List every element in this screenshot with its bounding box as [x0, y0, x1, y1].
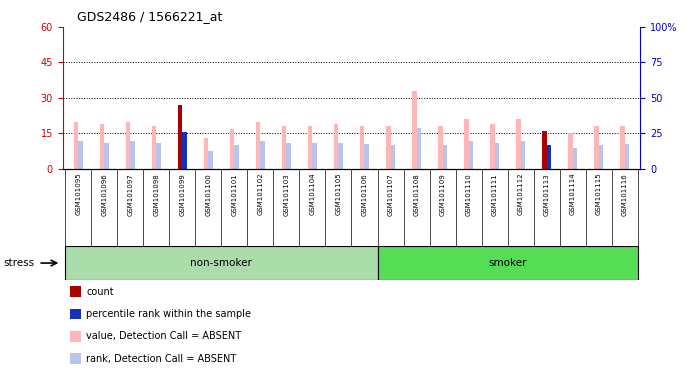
Bar: [542, 131, 546, 169]
Bar: [594, 126, 599, 169]
Bar: [100, 124, 104, 169]
Bar: [468, 141, 473, 169]
Bar: [157, 143, 161, 169]
Bar: [230, 129, 235, 169]
Text: GSM101101: GSM101101: [231, 173, 237, 215]
Text: GSM101099: GSM101099: [180, 173, 185, 215]
Text: GSM101105: GSM101105: [335, 173, 342, 215]
Bar: [260, 141, 265, 169]
Text: GSM101107: GSM101107: [388, 173, 393, 215]
Bar: [573, 148, 578, 169]
Bar: [338, 143, 343, 169]
Bar: [438, 126, 443, 169]
Text: GSM101106: GSM101106: [361, 173, 367, 215]
Bar: [308, 126, 313, 169]
Bar: [152, 126, 157, 169]
Bar: [182, 132, 187, 169]
Text: GSM101112: GSM101112: [518, 173, 523, 215]
Bar: [490, 124, 495, 169]
Bar: [377, 246, 638, 280]
Text: smoker: smoker: [489, 258, 527, 268]
Bar: [568, 134, 573, 169]
Bar: [255, 122, 260, 169]
Bar: [182, 132, 187, 169]
Text: stress: stress: [3, 258, 35, 268]
Text: GSM101095: GSM101095: [75, 173, 81, 215]
Bar: [625, 144, 629, 169]
Bar: [177, 105, 182, 169]
Bar: [334, 124, 338, 169]
Text: GSM101102: GSM101102: [258, 173, 263, 215]
Bar: [74, 122, 78, 169]
Text: GSM101110: GSM101110: [466, 173, 472, 215]
Bar: [416, 128, 421, 169]
Text: GDS2486 / 1566221_at: GDS2486 / 1566221_at: [77, 10, 222, 23]
Bar: [464, 119, 468, 169]
Text: GSM101100: GSM101100: [205, 173, 212, 215]
Text: GSM101097: GSM101097: [127, 173, 134, 215]
Bar: [125, 122, 130, 169]
Bar: [521, 141, 525, 169]
Bar: [386, 126, 390, 169]
Text: GSM101103: GSM101103: [283, 173, 290, 215]
Text: rank, Detection Call = ABSENT: rank, Detection Call = ABSENT: [86, 354, 237, 364]
Bar: [208, 151, 213, 169]
Bar: [620, 126, 625, 169]
Text: GSM101114: GSM101114: [569, 173, 576, 215]
Text: GSM101113: GSM101113: [544, 173, 550, 215]
Bar: [130, 141, 135, 169]
Bar: [287, 143, 291, 169]
Bar: [443, 145, 448, 169]
Bar: [599, 145, 603, 169]
Text: percentile rank within the sample: percentile rank within the sample: [86, 309, 251, 319]
Bar: [204, 138, 208, 169]
Bar: [282, 126, 287, 169]
Bar: [235, 145, 239, 169]
Bar: [177, 105, 182, 169]
Bar: [546, 147, 551, 169]
Bar: [546, 145, 551, 169]
Bar: [495, 143, 499, 169]
Bar: [412, 91, 416, 169]
Bar: [104, 143, 109, 169]
Text: non-smoker: non-smoker: [191, 258, 253, 268]
Bar: [542, 131, 546, 169]
Text: GSM101104: GSM101104: [310, 173, 315, 215]
Bar: [390, 145, 395, 169]
Text: GSM101096: GSM101096: [102, 173, 107, 215]
Text: GSM101109: GSM101109: [440, 173, 445, 215]
Text: GSM101115: GSM101115: [596, 173, 601, 215]
Bar: [516, 119, 521, 169]
Bar: [78, 141, 83, 169]
Text: count: count: [86, 287, 114, 297]
Text: GSM101098: GSM101098: [153, 173, 159, 215]
Bar: [365, 144, 369, 169]
Bar: [313, 143, 317, 169]
Text: GSM101108: GSM101108: [413, 173, 420, 215]
Bar: [360, 126, 365, 169]
Bar: [65, 246, 377, 280]
Text: value, Detection Call = ABSENT: value, Detection Call = ABSENT: [86, 331, 242, 341]
Text: GSM101111: GSM101111: [491, 173, 498, 215]
Text: GSM101116: GSM101116: [622, 173, 628, 215]
